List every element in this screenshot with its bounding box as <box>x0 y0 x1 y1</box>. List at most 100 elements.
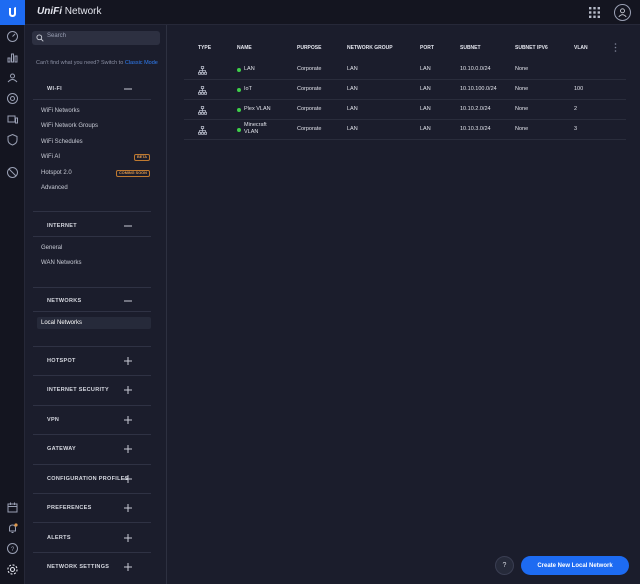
section-preferences-header[interactable]: PREFERENCES <box>47 505 92 511</box>
col-name[interactable]: NAME <box>237 45 252 51</box>
section-gateway-header[interactable]: GATEWAY <box>47 446 76 452</box>
settings-sidebar: Search Can't find what you need? Switch … <box>25 25 167 584</box>
networks-table: TYPE NAME PURPOSE NETWORK GROUP PORT SUB… <box>167 25 640 584</box>
collapse-icon[interactable] <box>123 84 133 94</box>
network-group: LAN <box>347 126 358 132</box>
events-icon[interactable] <box>6 501 19 514</box>
collapse-icon[interactable] <box>123 296 133 306</box>
threat-icon[interactable] <box>6 166 19 179</box>
network-port: LAN <box>420 86 431 92</box>
network-name: IoT <box>244 86 252 92</box>
nav-wifi-ai[interactable]: WiFi AI <box>41 154 60 160</box>
nav-wan-networks[interactable]: WAN Networks <box>41 260 82 266</box>
col-port[interactable]: PORT <box>420 45 434 51</box>
icon-rail: ? <box>0 25 25 584</box>
statistics-icon[interactable] <box>6 51 19 64</box>
expand-icon[interactable] <box>123 474 133 484</box>
section-configuration-profiles-header[interactable]: CONFIGURATION PROFILES <box>47 476 129 482</box>
divider <box>33 493 151 494</box>
create-local-network-button[interactable]: Create New Local Network <box>521 556 629 575</box>
network-purpose: Corporate <box>297 126 322 132</box>
nav-active-highlight <box>37 317 151 329</box>
top-bar: UniFi Network <box>0 0 640 25</box>
app-title[interactable]: UniFi Network <box>37 6 101 17</box>
section-network-settings-header[interactable]: NETWORK SETTINGS <box>47 564 110 570</box>
nav-advanced[interactable]: Advanced <box>41 185 68 191</box>
status-dot <box>237 88 241 92</box>
network-name-line2: VLAN <box>244 129 259 135</box>
clients-icon[interactable] <box>6 113 19 126</box>
help-button[interactable]: ? <box>495 556 514 575</box>
network-purpose: Corporate <box>297 66 322 72</box>
network-subnet-ipv6: None <box>515 66 529 72</box>
settings-icon[interactable] <box>6 563 19 576</box>
section-wifi-header[interactable]: WI-FI <box>47 86 62 92</box>
nav-general[interactable]: General <box>41 245 63 251</box>
nav-wifi-networks[interactable]: WiFi Networks <box>41 108 80 114</box>
network-vlan: 100 <box>574 86 584 92</box>
section-alerts-header[interactable]: ALERTS <box>47 535 71 541</box>
network-vlan: 3 <box>574 126 578 132</box>
notifications-icon[interactable] <box>6 522 19 535</box>
devices-icon[interactable] <box>6 92 19 105</box>
classic-mode-link[interactable]: Classic Mode <box>124 60 158 66</box>
section-networks-header[interactable]: NETWORKS <box>47 298 82 304</box>
app-switcher-icon[interactable] <box>589 7 600 18</box>
expand-icon[interactable] <box>123 415 133 425</box>
nav-local-networks[interactable]: Local Networks <box>41 320 83 326</box>
status-dot <box>237 108 241 112</box>
col-vlan[interactable]: VLAN <box>574 45 588 51</box>
expand-icon[interactable] <box>123 533 133 543</box>
more-options-icon[interactable] <box>614 43 617 52</box>
ubiquiti-logo-icon[interactable] <box>0 0 25 25</box>
table-row[interactable]: LAN Corporate LAN LAN 10.10.0.0/24 None <box>184 60 626 80</box>
search-input[interactable]: Search <box>32 31 160 45</box>
network-port: LAN <box>420 106 431 112</box>
divider <box>33 522 151 523</box>
section-internet-header[interactable]: INTERNET <box>47 223 77 229</box>
insights-icon[interactable] <box>6 133 19 146</box>
brand-name: UniFi <box>37 6 62 17</box>
expand-icon[interactable] <box>123 356 133 366</box>
network-group: LAN <box>347 66 358 72</box>
network-subnet: 10.10.100.0/24 <box>460 86 497 92</box>
network-port: LAN <box>420 66 431 72</box>
user-avatar[interactable] <box>614 4 631 21</box>
table-row[interactable]: Plex VLAN Corporate LAN LAN 10.10.2.0/24… <box>184 100 626 120</box>
collapse-icon[interactable] <box>123 221 133 231</box>
divider <box>33 375 151 376</box>
network-group: LAN <box>347 86 358 92</box>
network-topology-icon <box>198 126 207 135</box>
col-type[interactable]: TYPE <box>198 45 212 51</box>
nav-wifi-network-groups[interactable]: WiFi Network Groups <box>41 123 99 129</box>
network-purpose: Corporate <box>297 106 322 112</box>
divider <box>33 552 151 553</box>
product-name: Network <box>64 6 102 17</box>
divider <box>33 464 151 465</box>
expand-icon[interactable] <box>123 444 133 454</box>
divider <box>33 434 151 435</box>
network-group: LAN <box>347 106 358 112</box>
col-purpose[interactable]: PURPOSE <box>297 45 322 51</box>
help-icon[interactable]: ? <box>6 542 19 555</box>
network-subnet-ipv6: None <box>515 86 529 92</box>
expand-icon[interactable] <box>123 385 133 395</box>
nav-hotspot-2[interactable]: Hotspot 2.0 <box>41 170 72 176</box>
col-subnet[interactable]: SUBNET <box>460 45 481 51</box>
section-hotspot-header[interactable]: HOTSPOT <box>47 358 76 364</box>
network-purpose: Corporate <box>297 86 322 92</box>
col-subnet-ipv6[interactable]: SUBNET IPV6 <box>515 45 548 51</box>
section-vpn-header[interactable]: VPN <box>47 417 60 423</box>
network-subnet: 10.10.3.0/24 <box>460 126 491 132</box>
dashboard-icon[interactable] <box>6 30 19 43</box>
divider <box>33 346 151 347</box>
map-icon[interactable] <box>6 71 19 84</box>
table-row[interactable]: IoT Corporate LAN LAN 10.10.100.0/24 Non… <box>184 80 626 100</box>
expand-icon[interactable] <box>123 503 133 513</box>
nav-wifi-schedules[interactable]: WiFi Schedules <box>41 139 83 145</box>
col-network-group[interactable]: NETWORK GROUP <box>347 45 393 51</box>
divider <box>33 236 151 237</box>
section-internet-security-header[interactable]: INTERNET SECURITY <box>47 387 109 393</box>
expand-icon[interactable] <box>123 562 133 572</box>
table-row[interactable]: Minecraft VLAN Corporate LAN LAN 10.10.3… <box>184 120 626 140</box>
